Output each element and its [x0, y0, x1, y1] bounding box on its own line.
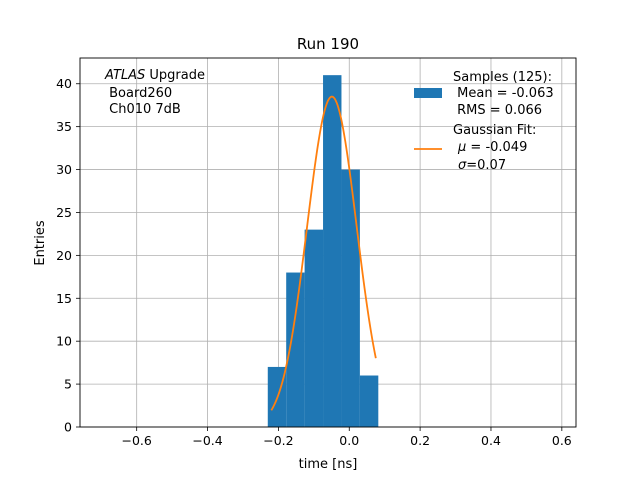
histogram-bar — [359, 375, 379, 427]
y-axis-label: Entries — [33, 220, 48, 266]
annotation-board: Board260 — [105, 86, 172, 101]
legend-fit-sigma: σ=0.07 — [458, 158, 506, 173]
x-axis-ticks: −0.6 −0.4 −0.2 0.0 0.2 0.4 0.6 — [122, 427, 572, 448]
legend-hist-line-1: Samples (125): — [453, 70, 552, 85]
legend: Samples (125): Mean = -0.063 RMS = 0.066… — [414, 70, 554, 173]
x-tick-label: 0.0 — [339, 433, 359, 448]
histogram-bar — [341, 169, 360, 427]
y-tick-label: 35 — [56, 119, 72, 134]
annotation-line-1: ATLAS Upgrade — [104, 68, 205, 83]
chart-title: Run 190 — [297, 35, 359, 53]
y-tick-label: 20 — [56, 248, 72, 263]
legend-hist-line-2: Mean = -0.063 — [453, 86, 554, 101]
x-tick-label: 0.2 — [410, 433, 430, 448]
x-tick-label: −0.4 — [192, 433, 222, 448]
y-tick-label: 40 — [56, 76, 72, 91]
y-tick-label: 15 — [56, 291, 72, 306]
atlas-label: ATLAS — [104, 68, 145, 83]
x-tick-label: 0.6 — [552, 433, 572, 448]
legend-hist-line-3: RMS = 0.066 — [453, 103, 542, 118]
legend-fit-line-1: Gaussian Fit: — [453, 123, 536, 138]
histogram-bar — [323, 75, 342, 428]
y-tick-label: 30 — [56, 162, 72, 177]
atlas-annotation: ATLAS Upgrade Board260 Ch010 7dB — [104, 68, 205, 117]
x-tick-label: −0.2 — [263, 433, 293, 448]
legend-fit-mu: μ = -0.049 — [457, 140, 527, 155]
y-axis-ticks: 0 5 10 15 20 25 30 35 40 — [56, 76, 80, 435]
histogram-bars — [267, 75, 379, 428]
y-tick-label: 25 — [56, 205, 72, 220]
x-tick-label: 0.4 — [481, 433, 501, 448]
x-axis-label: time [ns] — [299, 457, 358, 472]
x-tick-label: −0.6 — [122, 433, 152, 448]
plot-frame — [79, 57, 577, 428]
gaussian-fit-curve — [270, 95, 377, 411]
annotation-channel: Ch010 7dB — [105, 102, 181, 117]
y-tick-label: 10 — [56, 334, 72, 349]
y-tick-label: 5 — [64, 377, 72, 392]
histogram-bar — [286, 272, 305, 427]
histogram-bar — [304, 229, 324, 427]
y-tick-label: 0 — [64, 420, 72, 435]
atlas-upgrade-label: Upgrade — [145, 68, 205, 83]
legend-hist-swatch — [414, 88, 442, 98]
